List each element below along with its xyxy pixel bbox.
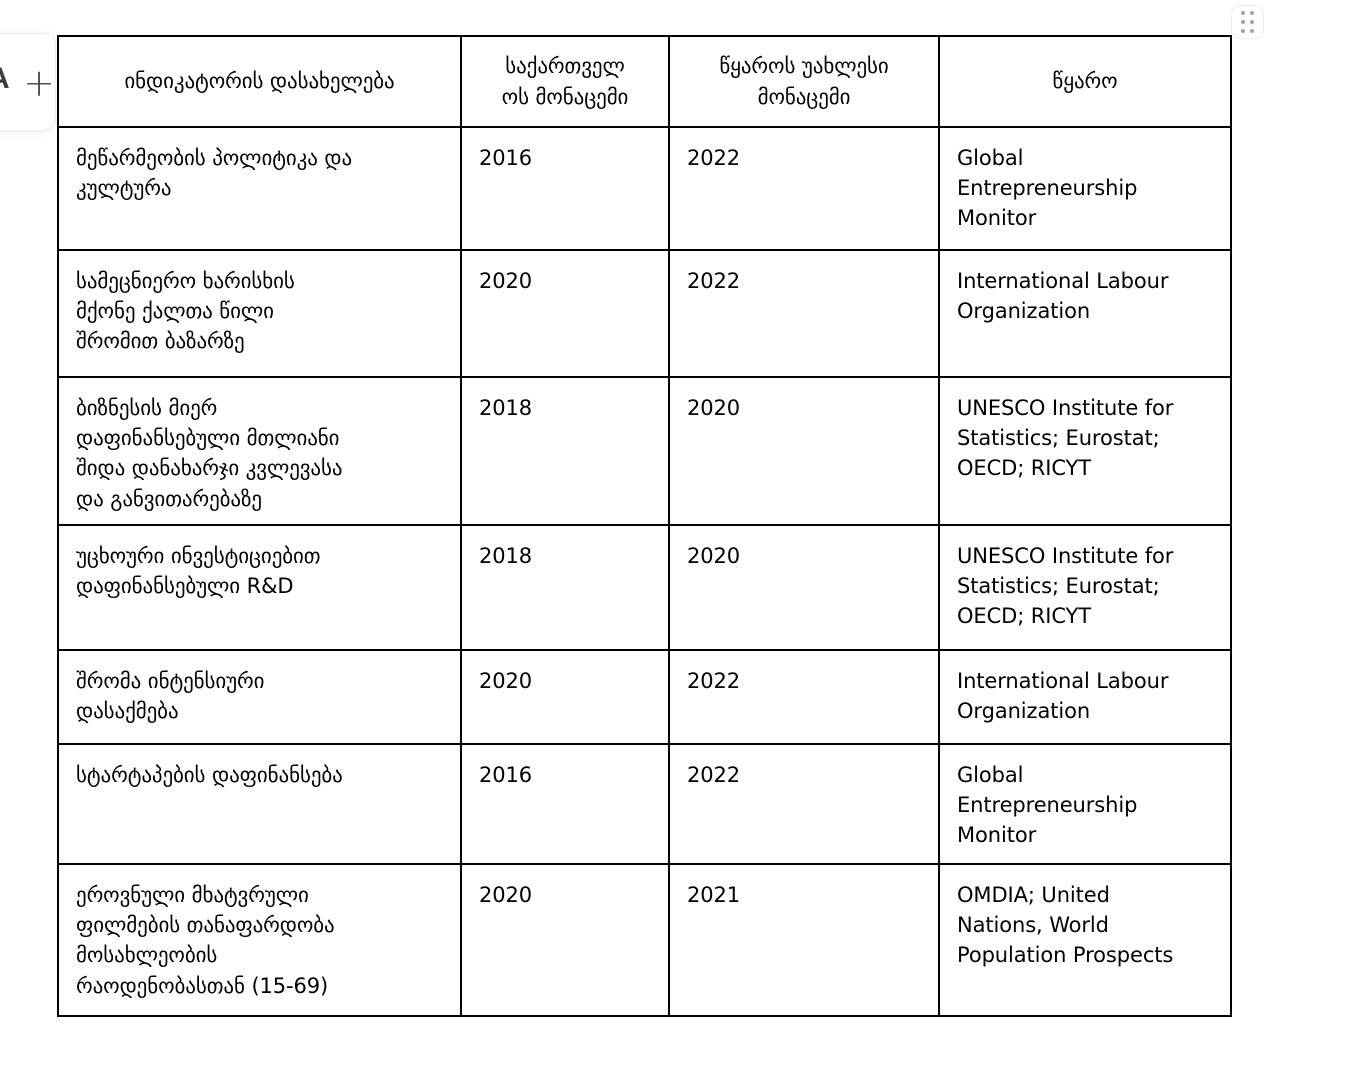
add-button[interactable]: + [19, 60, 55, 106]
cell-georgia-data: 2016 [460, 743, 670, 865]
column-header-source: წყარო [938, 35, 1232, 128]
cell-georgia-data: 2020 [460, 249, 670, 378]
indicators-table: ინდიკატორის დასახელება საქართველ ოს მონა… [57, 35, 1232, 1017]
column-header-source-latest: წყაროს უახლესი მონაცემი [668, 35, 940, 128]
cell-source-latest: 2022 [668, 743, 940, 865]
header-row: ინდიკატორის დასახელება საქართველ ოს მონა… [57, 35, 1232, 128]
cell-indicator: ბიზნესის მიერ დაფინანსებული მთლიანი შიდა… [57, 376, 462, 526]
cell-indicator: უცხოური ინვესტიციებით დაფინანსებული R&D [57, 524, 462, 651]
cell-georgia-data: 2016 [460, 126, 670, 251]
cell-indicator: შრომა ინტენსიური დასაქმება [57, 649, 462, 745]
column-header-indicator: ინდიკატორის დასახელება [57, 35, 462, 128]
cell-source-latest: 2022 [668, 249, 940, 378]
cell-source-latest: 2020 [668, 376, 940, 526]
cell-source: International Labour Organization [938, 649, 1232, 745]
cell-source-latest: 2021 [668, 863, 940, 1017]
table-controls-toolbar: A + [0, 33, 56, 131]
cell-indicator: სამეცნიერო ხარისხის მქონე ქალთა წილი შრო… [57, 249, 462, 378]
table-row: სამეცნიერო ხარისხის მქონე ქალთა წილი შრო… [57, 249, 1232, 378]
cell-georgia-data: 2018 [460, 524, 670, 651]
cell-georgia-data: 2018 [460, 376, 670, 526]
grip-dots-icon [1240, 10, 1255, 34]
cell-indicator: მეწარმეობის პოლიტიკა და კულტურა [57, 126, 462, 251]
cell-source: Global Entrepreneurship Monitor [938, 743, 1232, 865]
column-header-georgia-data: საქართველ ოს მონაცემი [460, 35, 670, 128]
cell-indicator: სტარტაპების დაფინანსება [57, 743, 462, 865]
cell-source: Global Entrepreneurship Monitor [938, 126, 1232, 251]
table-row: მეწარმეობის პოლიტიკა და კულტურა 2016 202… [57, 126, 1232, 251]
cell-source: International Labour Organization [938, 249, 1232, 378]
drag-handle-button[interactable] [1231, 5, 1264, 39]
table-row: უცხოური ინვესტიციებით დაფინანსებული R&D … [57, 524, 1232, 651]
table-row: შრომა ინტენსიური დასაქმება 2020 2022 Int… [57, 649, 1232, 745]
table-row: სტარტაპების დაფინანსება 2016 2022 Global… [57, 743, 1232, 865]
cell-source-latest: 2022 [668, 649, 940, 745]
cell-source-latest: 2020 [668, 524, 940, 651]
cell-georgia-data: 2020 [460, 649, 670, 745]
table-row: ეროვნული მხატვრული ფილმების თანაფარდობა … [57, 863, 1232, 1017]
cell-source: UNESCO Institute for Statistics; Eurosta… [938, 524, 1232, 651]
cell-indicator: ეროვნული მხატვრული ფილმების თანაფარდობა … [57, 863, 462, 1017]
table-row: ბიზნესის მიერ დაფინანსებული მთლიანი შიდა… [57, 376, 1232, 526]
cell-source-latest: 2022 [668, 126, 940, 251]
partial-letter-icon[interactable]: A [0, 64, 10, 94]
cell-georgia-data: 2020 [460, 863, 670, 1017]
cell-source: UNESCO Institute for Statistics; Eurosta… [938, 376, 1232, 526]
cell-source: OMDIA; United Nations, World Population … [938, 863, 1232, 1017]
